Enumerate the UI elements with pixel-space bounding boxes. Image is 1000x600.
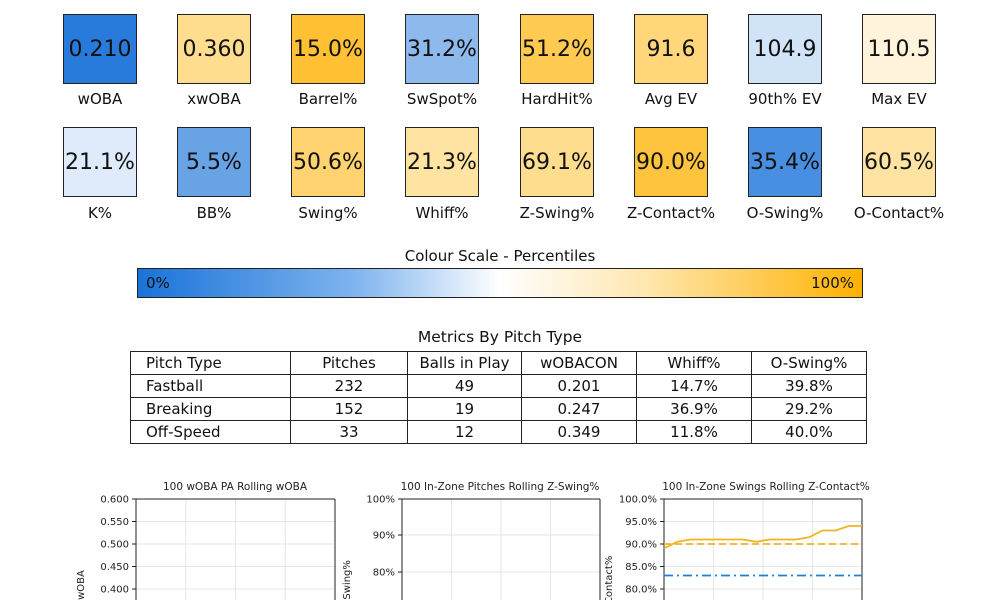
- metric-tile-label: 90th% EV: [748, 90, 822, 108]
- metric-tile-value: 104.9: [748, 14, 822, 84]
- y-tick-label: 0.450: [100, 562, 129, 573]
- metric-tile-value: 60.5%: [862, 127, 936, 197]
- table-cell: 14.7%: [636, 374, 752, 398]
- metric-tile-label: HardHit%: [521, 90, 593, 108]
- colour-scale-title: Colour Scale - Percentiles: [404, 247, 596, 265]
- metric-tile-label: BB%: [196, 204, 232, 222]
- chart-title: 100 wOBA PA Rolling wOBA: [163, 481, 308, 493]
- metric-tile-label: wOBA: [77, 90, 123, 108]
- table-cell: 232: [290, 374, 408, 398]
- metric-tile-value: 21.3%: [405, 127, 479, 197]
- y-tick-label: 80.0%: [625, 585, 657, 596]
- metric-tile-value: 91.6: [634, 14, 708, 84]
- metric-tile-value: 50.6%: [291, 127, 365, 197]
- metric-tile-value: 69.1%: [520, 127, 594, 197]
- y-tick-label: 0.600: [100, 495, 129, 506]
- y-tick-label: 90.0%: [625, 540, 657, 551]
- table-row: Fastball 232 49 0.201 14.7% 39.8%: [130, 374, 867, 398]
- table-cell: Off-Speed: [130, 420, 291, 444]
- metric-tile-label: O-Swing%: [746, 204, 824, 222]
- metric-tile-label: Whiff%: [415, 204, 469, 222]
- y-tick-label: 80%: [373, 568, 395, 579]
- y-tick-label: 100%: [366, 495, 395, 506]
- metric-tile-label: Z-Swing%: [519, 204, 595, 222]
- y-tick-label: 100.0%: [619, 495, 657, 506]
- metric-tile-label: xwOBA: [187, 90, 241, 108]
- metric-tile-label: O-Contact%: [853, 204, 945, 222]
- table-cell: 36.9%: [636, 397, 752, 421]
- table-header-cell: Pitches: [290, 351, 408, 375]
- y-tick-label: 85.0%: [625, 562, 657, 573]
- y-axis-label: Z-Swing%: [342, 560, 353, 600]
- metric-tile-value: 5.5%: [177, 127, 251, 197]
- table-cell: 152: [290, 397, 408, 421]
- y-axis-label: wOBA: [76, 570, 87, 600]
- metric-tile-label: SwSpot%: [406, 90, 478, 108]
- table-cell: 29.2%: [751, 397, 867, 421]
- table-header-cell: wOBACON: [521, 351, 637, 375]
- table-header-cell: O-Swing%: [751, 351, 867, 375]
- metric-tile-value: 51.2%: [520, 14, 594, 84]
- pitch-table-title: Metrics By Pitch Type: [417, 328, 583, 346]
- series-line-0: [663, 525, 862, 550]
- y-tick-label: 0.400: [100, 585, 129, 596]
- table-cell: 11.8%: [636, 420, 752, 444]
- colour-scale-bar: 0% 100%: [137, 268, 863, 298]
- metric-tile-label: Swing%: [298, 204, 358, 222]
- metric-tile-value: 90.0%: [634, 127, 708, 197]
- metric-tile-value: 21.1%: [63, 127, 137, 197]
- table-cell: 49: [407, 374, 522, 398]
- colour-scale-max-label: 100%: [811, 274, 854, 292]
- metric-tile-label: Max EV: [871, 90, 927, 108]
- metric-tile-label: Avg EV: [644, 90, 698, 108]
- y-tick-label: 95.0%: [625, 517, 657, 528]
- y-axis-label: Z-Contact%: [604, 556, 615, 600]
- table-cell: 0.349: [521, 420, 637, 444]
- metric-tile-value: 0.210: [63, 14, 137, 84]
- table-cell: 0.247: [521, 397, 637, 421]
- table-cell: 12: [407, 420, 522, 444]
- y-tick-label: 90%: [373, 531, 395, 542]
- metric-tile-label: Barrel%: [298, 90, 358, 108]
- table-header-cell: Balls in Play: [407, 351, 522, 375]
- table-header-cell: Pitch Type: [130, 351, 291, 375]
- rolling-charts: 100 wOBA PA Rolling wOBA 0.600 0.550 0.500 0…: [76, 481, 870, 600]
- table-header-row: Pitch Type Pitches Balls in Play wOBACON…: [130, 351, 867, 375]
- metric-tile-value: 15.0%: [291, 14, 365, 84]
- table-cell: 19: [407, 397, 522, 421]
- chart-title: 100 In-Zone Swings Rolling Z-Contact%: [662, 481, 870, 493]
- table-cell: Breaking: [130, 397, 291, 421]
- metric-tile-value: 110.5: [862, 14, 936, 84]
- colour-scale-min-label: 0%: [146, 274, 170, 292]
- table-cell: Fastball: [130, 374, 291, 398]
- metric-tile-value: 35.4%: [748, 127, 822, 197]
- metric-tile-value: 0.360: [177, 14, 251, 84]
- table-row: Off-Speed 33 12 0.349 11.8% 40.0%: [130, 420, 867, 444]
- table-header-cell: Whiff%: [636, 351, 752, 375]
- table-cell: 33: [290, 420, 408, 444]
- metric-tile-label: K%: [87, 204, 113, 222]
- table-cell: 0.201: [521, 374, 637, 398]
- table-cell: 39.8%: [751, 374, 867, 398]
- table-row: Breaking 152 19 0.247 36.9% 29.2%: [130, 397, 867, 421]
- y-tick-label: 0.500: [100, 540, 129, 551]
- metric-tile-value: 31.2%: [405, 14, 479, 84]
- metric-tile-label: Z-Contact%: [626, 204, 716, 222]
- pitch-type-table: Pitch Type Pitches Balls in Play wOBACON…: [130, 351, 867, 444]
- y-tick-label: 0.550: [100, 517, 129, 528]
- table-cell: 40.0%: [751, 420, 867, 444]
- chart-title: 100 In-Zone Pitches Rolling Z-Swing%: [401, 481, 600, 493]
